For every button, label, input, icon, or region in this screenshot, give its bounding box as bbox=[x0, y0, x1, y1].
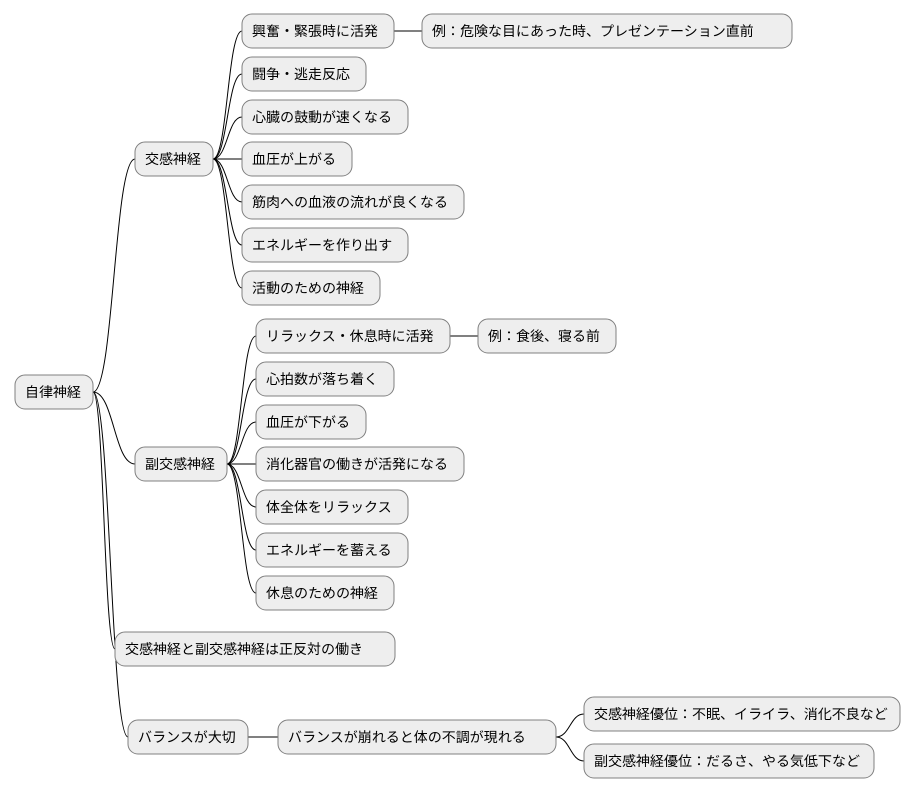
node-label: 血圧が上がる bbox=[252, 149, 336, 169]
edge bbox=[213, 159, 242, 245]
node-label: 消化器官の働きが活発になる bbox=[266, 454, 448, 474]
node-label: エネルギーを蓄える bbox=[266, 540, 392, 560]
tree-node: 興奮・緊張時に活発 bbox=[242, 14, 394, 48]
edge bbox=[213, 31, 242, 159]
tree-node: 副交感神経 bbox=[135, 447, 227, 481]
node-label: 心拍数が落ち着く bbox=[266, 369, 378, 389]
node-label: バランスが崩れると体の不調が現れる bbox=[288, 727, 526, 747]
edge bbox=[93, 159, 135, 392]
edge bbox=[93, 392, 128, 737]
tree-node: 交感神経優位：不眠、イライラ、消化不良など bbox=[584, 697, 900, 731]
node-label: 交感神経 bbox=[145, 149, 201, 169]
node-label: リラックス・休息時に活発 bbox=[266, 326, 434, 346]
edge bbox=[93, 392, 115, 649]
tree-node: 筋肉への血液の流れが良くなる bbox=[242, 185, 464, 219]
tree-node: 闘争・逃走反応 bbox=[242, 57, 366, 91]
edge bbox=[227, 464, 256, 550]
node-label: 自律神経 bbox=[25, 382, 81, 402]
tree-diagram: 自律神経 交感神経副交感神経交感神経と副交感神経は正反対の働きバランスが大切 興奮・… bbox=[0, 0, 906, 808]
node-label: エネルギーを作り出す bbox=[252, 235, 392, 255]
edge bbox=[213, 159, 242, 288]
nodes-layer: 自律神経 交感神経副交感神経交感神経と副交感神経は正反対の働きバランスが大切 興奮・… bbox=[15, 14, 900, 778]
tree-node: 副交感神経優位：だるさ、やる気低下など bbox=[584, 744, 874, 778]
tree-node: 休息のための神経 bbox=[256, 576, 394, 610]
tree-node: 体全体をリラックス bbox=[256, 490, 408, 524]
node-label: 副交感神経 bbox=[145, 454, 215, 474]
node-label: 闘争・逃走反応 bbox=[252, 64, 350, 84]
edge bbox=[556, 714, 584, 737]
node-label: 副交感神経優位：だるさ、やる気低下など bbox=[594, 751, 860, 771]
tree-node: 活動のための神経 bbox=[242, 271, 380, 305]
edge bbox=[556, 737, 584, 761]
tree-node: 例：危険な目にあった時、プレゼンテーション直前 bbox=[422, 14, 792, 48]
node-label: 休息のための神経 bbox=[266, 583, 378, 603]
edge bbox=[213, 159, 242, 202]
node-label: 交感神経優位：不眠、イライラ、消化不良など bbox=[594, 704, 888, 724]
edge bbox=[227, 336, 256, 464]
tree-node: 自律神経 bbox=[15, 375, 93, 409]
edge bbox=[227, 464, 256, 593]
edge bbox=[213, 117, 242, 159]
node-label: 血圧が下がる bbox=[266, 412, 350, 432]
node-label: 交感神経と副交感神経は正反対の働き bbox=[125, 639, 363, 659]
edge bbox=[227, 464, 256, 507]
tree-node: バランスが大切 bbox=[128, 720, 248, 754]
edge bbox=[227, 379, 256, 464]
node-label: 興奮・緊張時に活発 bbox=[252, 21, 378, 41]
edge bbox=[227, 422, 256, 464]
tree-node: 交感神経と副交感神経は正反対の働き bbox=[115, 632, 395, 666]
tree-node: 心臓の鼓動が速くなる bbox=[242, 100, 408, 134]
tree-node: 血圧が上がる bbox=[242, 142, 352, 176]
tree-node: 血圧が下がる bbox=[256, 405, 366, 439]
tree-node: 心拍数が落ち着く bbox=[256, 362, 394, 396]
node-label: 心臓の鼓動が速くなる bbox=[252, 107, 392, 127]
node-label: 例：食後、寝る前 bbox=[488, 326, 600, 346]
tree-node: 消化器官の働きが活発になる bbox=[256, 447, 464, 481]
tree-node: リラックス・休息時に活発 bbox=[256, 319, 450, 353]
node-label: 体全体をリラックス bbox=[266, 497, 392, 517]
node-label: 筋肉への血液の流れが良くなる bbox=[252, 192, 448, 212]
node-label: 例：危険な目にあった時、プレゼンテーション直前 bbox=[432, 21, 754, 41]
tree-node: 例：食後、寝る前 bbox=[478, 319, 616, 353]
tree-node: エネルギーを蓄える bbox=[256, 533, 408, 567]
tree-node: バランスが崩れると体の不調が現れる bbox=[278, 720, 556, 754]
edge bbox=[213, 74, 242, 159]
node-label: 活動のための神経 bbox=[252, 278, 364, 298]
tree-node: エネルギーを作り出す bbox=[242, 228, 408, 262]
tree-node: 交感神経 bbox=[135, 142, 213, 176]
node-label: バランスが大切 bbox=[138, 727, 236, 747]
